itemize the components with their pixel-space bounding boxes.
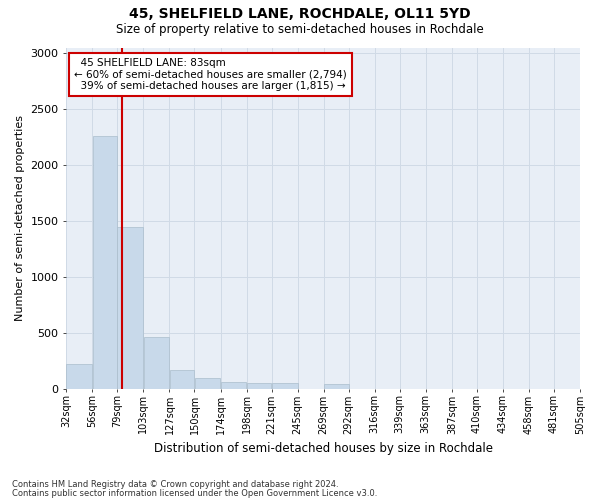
Bar <box>170 370 194 388</box>
Y-axis label: Number of semi-detached properties: Number of semi-detached properties <box>15 115 25 321</box>
Text: Contains HM Land Registry data © Crown copyright and database right 2024.: Contains HM Land Registry data © Crown c… <box>12 480 338 489</box>
Bar <box>143 338 169 388</box>
Bar <box>221 382 247 388</box>
Bar <box>247 383 271 388</box>
Bar <box>118 226 143 388</box>
Text: 45, SHELFIELD LANE, ROCHDALE, OL11 5YD: 45, SHELFIELD LANE, ROCHDALE, OL11 5YD <box>129 8 471 22</box>
X-axis label: Distribution of semi-detached houses by size in Rochdale: Distribution of semi-detached houses by … <box>154 442 493 455</box>
Text: 45 SHELFIELD LANE: 83sqm
← 60% of semi-detached houses are smaller (2,794)
  39%: 45 SHELFIELD LANE: 83sqm ← 60% of semi-d… <box>74 58 347 91</box>
Text: Size of property relative to semi-detached houses in Rochdale: Size of property relative to semi-detach… <box>116 22 484 36</box>
Bar <box>194 378 220 388</box>
Bar <box>272 383 298 388</box>
Bar <box>67 364 92 388</box>
Text: Contains public sector information licensed under the Open Government Licence v3: Contains public sector information licen… <box>12 488 377 498</box>
Bar <box>324 384 349 388</box>
Bar <box>92 136 117 388</box>
